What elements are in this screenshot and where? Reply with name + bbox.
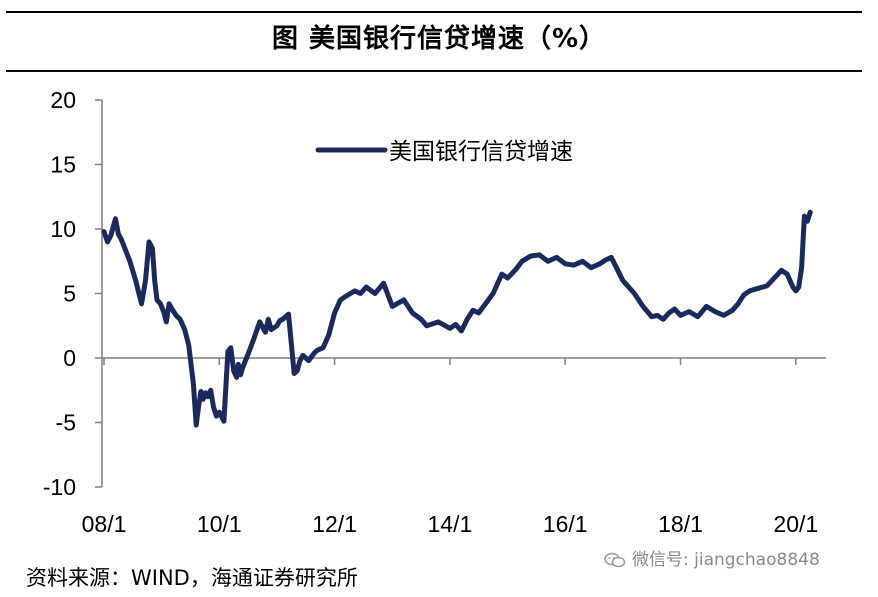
series-line [101, 209, 813, 428]
y-tick-label: 10 [50, 216, 76, 242]
x-tick-label: 08/1 [82, 511, 127, 537]
source-note: 资料来源：WIND，海通证券研究所 [26, 566, 358, 590]
title-top-rule [6, 11, 862, 13]
x-tick-label: 18/1 [658, 511, 703, 537]
wechat-icon [604, 552, 626, 568]
x-tick-label: 10/1 [197, 511, 242, 537]
watermark: 微信号: jiangchao8848 [604, 545, 820, 570]
y-tick-label: -5 [56, 410, 76, 436]
y-tick-label: 20 [50, 87, 76, 113]
y-tick-label: 5 [63, 281, 76, 307]
legend: 美国银行信贷增速 [315, 138, 573, 164]
y-tick-label: -10 [43, 474, 76, 500]
axes [95, 99, 826, 488]
watermark-text: 微信号: jiangchao8848 [632, 550, 820, 570]
x-tick-label: 14/1 [428, 511, 473, 537]
legend-label: 美国银行信贷增速 [389, 138, 573, 164]
x-tick-label: 16/1 [543, 511, 588, 537]
x-tick-label: 12/1 [312, 511, 357, 537]
page-title: 图 美国银行信贷增速（%） [271, 24, 607, 54]
x-tick-label: 20/1 [773, 511, 818, 537]
y-tick-label: 15 [50, 152, 76, 178]
y-tick-label: 0 [63, 345, 76, 371]
title-bottom-rule [6, 70, 862, 72]
